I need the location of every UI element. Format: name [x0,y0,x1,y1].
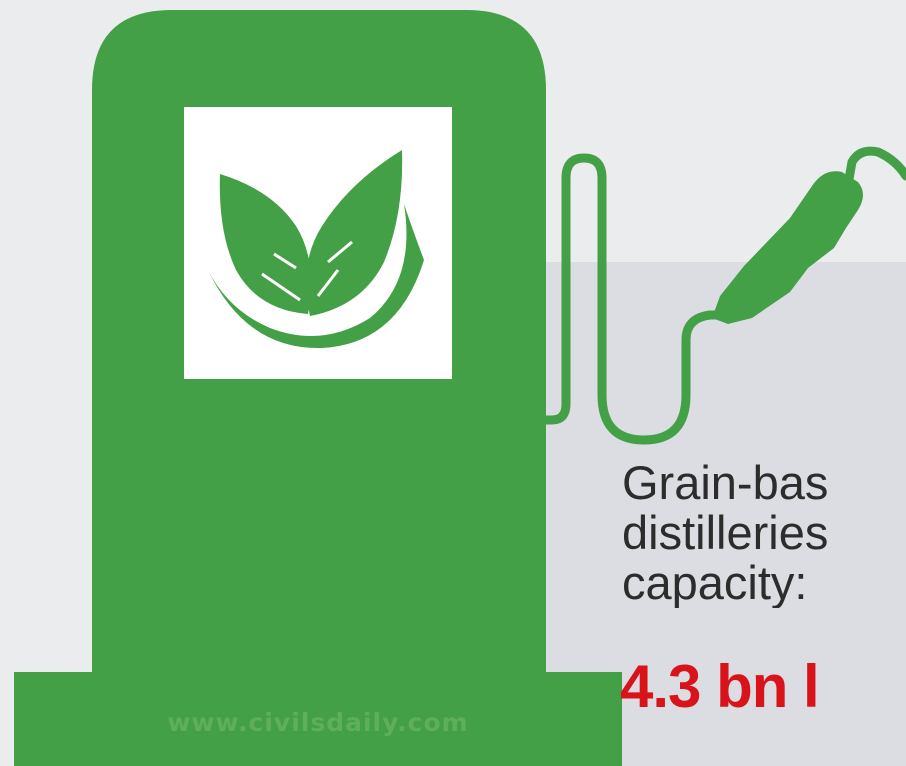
stat-line-1: Grain-bas [622,458,829,509]
pump-hose [541,153,721,445]
stat-value: 4.3 bn l [620,653,820,720]
watermark-text: www.civilsdaily.com [167,708,469,737]
nozzle-hose [841,146,906,201]
stat-line-2: distilleries [622,506,829,559]
leaf-logo-icon [208,150,424,349]
stat-line-3: capacity: [622,556,808,608]
pump-base [14,672,622,766]
stat-description: Grain-bas distilleries capacity: [622,458,906,608]
fuel-nozzle-icon [712,171,863,324]
